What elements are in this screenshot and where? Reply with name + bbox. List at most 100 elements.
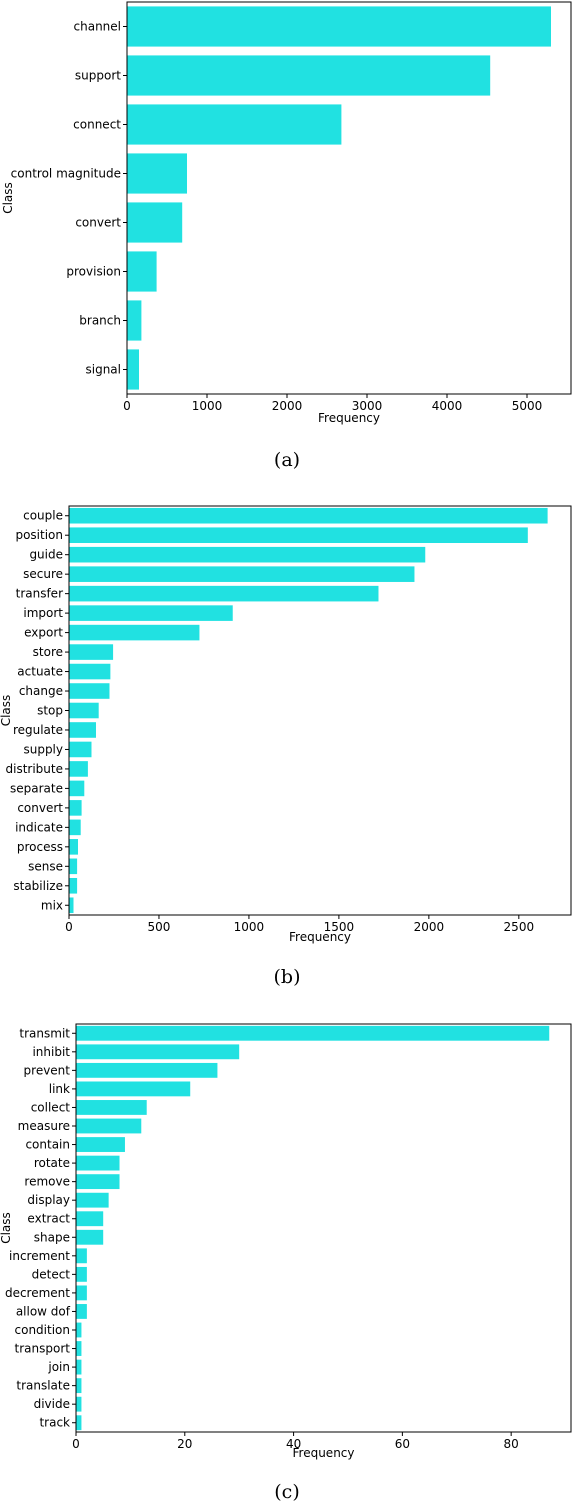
chart-c-category-label: link [49,1082,70,1096]
chart-a-caption: (a) [274,449,300,471]
chart-a-category-label: provision [66,265,121,279]
chart-c-category-label: allow dof [16,1304,71,1318]
chart-b-bar-distribute [69,761,88,777]
chart-b-bar-regulate [69,722,96,738]
chart-a-category-label: convert [75,216,121,230]
chart-c-bar-increment [76,1248,87,1264]
chart-b-category-label: convert [17,801,63,815]
chart-c-category-label: shape [34,1230,70,1244]
chart-a-bar-control-magnitude [127,153,187,194]
chart-b-bar-supply [69,741,92,758]
chart-b-category-label: sense [28,859,63,873]
chart-a-x-axis-title: Frequency [318,411,380,425]
chart-c-bar-transport [76,1341,82,1356]
chart-c-bar-rotate [76,1155,120,1171]
chart-c-xtick-label: 80 [504,1437,519,1451]
chart-c-xtick-label: 0 [72,1437,80,1451]
chart-a-category-label: support [75,69,121,83]
chart-b-category-label: guide [29,548,63,562]
chart-b-bar-mix [69,897,74,914]
chart-c-category-label: prevent [24,1063,71,1077]
chart-a-xtick-label: 1000 [192,399,223,413]
chart-c-bar-shape [76,1229,104,1245]
chart-b-xtick-label: 1500 [324,920,355,934]
chart-b-bar-stop [69,702,99,719]
chart-c-category-label: display [27,1193,70,1207]
chart-c-bar-condition [76,1322,82,1338]
chart-b-bar-secure [69,566,415,582]
chart-c-category-label: decrement [5,1286,70,1300]
chart-b-bar-transfer [69,585,379,602]
chart-b-category-label: process [17,840,63,854]
chart-a-xtick-label: 0 [123,399,131,413]
chart-a-xtick-label: 4000 [432,399,463,413]
chart-c-bar-display [76,1192,109,1208]
chart-a-category-label: signal [86,363,122,377]
chart-b: couple position guide secure transfer import e… [0,505,572,988]
chart-c-bar-join [76,1359,82,1375]
chart-b-category-label: transfer [16,587,63,601]
chart-c-category-label: translate [16,1379,70,1393]
chart-c-bar-translate [76,1378,82,1394]
chart-c-bar-remove [76,1174,120,1190]
chart-b-bar-couple [69,507,548,524]
chart-a-bar-support [127,55,491,96]
chart-b-bar-store [69,644,114,660]
chart-a-xtick-label: 2000 [272,399,303,413]
chart-a-category-label: channel [74,20,121,34]
chart-b-xtick-label: 2500 [504,920,535,934]
chart-b-category-label: secure [23,567,63,581]
chart-b-bar-separate [69,780,85,797]
chart-b-category-label: distribute [6,762,64,776]
chart-c-bar-measure [76,1118,142,1134]
chart-c-xtick-label: 60 [395,1437,410,1451]
chart-b-category-label: store [33,645,63,659]
chart-c-xtick-label: 20 [177,1437,192,1451]
chart-c-category-label: remove [24,1175,70,1189]
chart-b-category-label: export [24,626,63,640]
chart-c-bar-transmit [76,1025,550,1041]
chart-b-bar-sense [69,858,78,875]
chart-c-bar-track [76,1415,82,1431]
chart-c-category-label: increment [9,1249,70,1263]
chart-c-bar-decrement [76,1285,87,1301]
chart-b-xtick-label: 1000 [234,920,265,934]
chart-c-bar-allow-dof [76,1304,87,1319]
chart-a-bar-provision [127,251,157,292]
chart-c-bar-contain [76,1137,125,1152]
chart-b-category-label: separate [10,781,63,795]
chart-a-category-label: connect [73,118,121,132]
chart-b-y-axis-title: Class [0,695,13,727]
chart-c-category-label: divide [34,1397,70,1411]
chart-b-bar-position [69,527,528,544]
chart-b-x-axis-title: Frequency [289,930,351,944]
chart-c-xtick-label: 40 [286,1437,301,1451]
chart-b-plot-frame [68,505,572,916]
chart-c-category-label: contain [25,1138,70,1152]
chart-c-caption: (c) [274,1481,299,1503]
chart-c-plot-frame [75,1023,572,1433]
chart-c-category-label: rotate [34,1156,70,1170]
chart-b-caption: (b) [274,966,301,988]
chart-b-category-label: position [15,528,63,542]
chart-a-bar-signal [127,349,139,390]
chart-a-category-label: control magnitude [11,167,121,181]
chart-c-category-label: track [39,1416,70,1430]
chart-c-category-label: transmit [19,1026,70,1040]
chart-b-bar-indicate [69,819,81,836]
chart-c-bar-extract [76,1211,104,1227]
chart-b-xtick-label: 2000 [414,920,445,934]
chart-c-bar-inhibit [76,1044,240,1060]
chart-b-category-label: couple [23,509,63,523]
chart-a-plot-frame [126,1,572,395]
chart-b-bar-change [69,683,110,699]
chart-c-bar-prevent [76,1062,218,1078]
chart-c-category-label: join [47,1360,70,1374]
chart-a-bar-connect [127,104,342,145]
chart-c-category-label: collect [31,1100,71,1114]
chart-c-category-label: detect [32,1267,71,1281]
chart-c-category-label: extract [27,1212,70,1226]
chart-b-bar-stabilize [69,877,78,894]
chart-c-bar-collect [76,1100,147,1115]
